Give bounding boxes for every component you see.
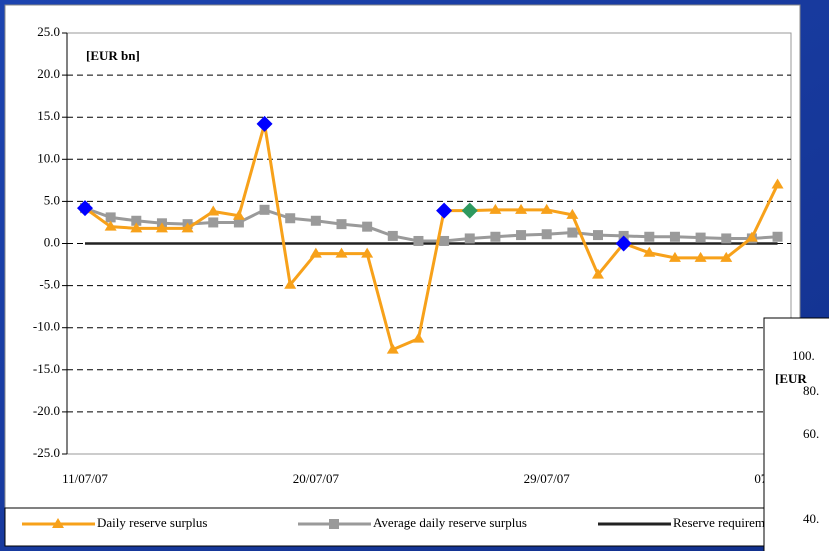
highlight-point (436, 202, 453, 219)
point (541, 229, 552, 240)
point (413, 235, 424, 246)
point (745, 231, 758, 242)
point (181, 222, 194, 233)
legend-label: Average daily reserve surplus (373, 515, 527, 530)
point (669, 231, 680, 242)
point (207, 205, 220, 216)
point (694, 251, 707, 262)
overlay-panel (763, 317, 829, 551)
point (104, 220, 117, 231)
point (131, 215, 142, 226)
legend (4, 507, 801, 547)
y-tick-label: -10.0 (33, 319, 60, 334)
point (593, 230, 603, 241)
overlay-tick-label: 80. (803, 383, 819, 398)
point (284, 278, 297, 289)
point (464, 233, 475, 244)
point (489, 203, 502, 214)
point (285, 213, 296, 224)
x-tick-label: 11/07/07 (62, 471, 108, 486)
highlight-point (256, 115, 273, 132)
point (643, 246, 656, 257)
point (335, 247, 348, 258)
legend-label: Reserve requirement (673, 515, 781, 530)
point (336, 219, 347, 230)
y-tick-label: 10.0 (37, 150, 60, 165)
point (362, 221, 373, 232)
point (644, 231, 655, 242)
point (771, 178, 784, 189)
y-tick-label: -25.0 (33, 445, 60, 460)
y-tick-label: 15.0 (37, 108, 60, 123)
y-tick-label: -5.0 (39, 277, 60, 292)
point (309, 247, 322, 258)
point (233, 217, 244, 228)
overlay-tick-label: 60. (803, 426, 819, 441)
y-tick-label: -20.0 (33, 403, 60, 418)
point (232, 209, 245, 220)
chart-panel (4, 4, 801, 547)
series-line (84, 206, 778, 243)
x-tick-label: 29/07/07 (524, 471, 571, 486)
overlay-unit: [EUR (775, 371, 807, 386)
point (439, 235, 450, 246)
y-tick-label: 20.0 (37, 66, 60, 81)
point (695, 232, 706, 243)
point (412, 332, 425, 343)
point (720, 251, 733, 262)
point (386, 343, 399, 354)
point (515, 203, 528, 214)
point (155, 222, 168, 233)
y-tick-label: 5.0 (44, 192, 60, 207)
point (387, 230, 398, 241)
point (490, 231, 501, 242)
point (668, 251, 681, 262)
point (540, 203, 553, 214)
point (567, 227, 578, 238)
y-tick-label: 0.0 (44, 234, 60, 249)
highlight-point (461, 202, 478, 219)
highlight-point (615, 235, 632, 252)
y-tick-label: -15.0 (33, 361, 60, 376)
point (130, 222, 143, 233)
point (772, 231, 783, 242)
point (516, 230, 527, 241)
point (721, 233, 732, 244)
highlight-point (77, 200, 93, 217)
legend-marker (52, 518, 64, 528)
overlay-tick-label: 100. (792, 348, 815, 363)
legend-label: Daily reserve surplus (97, 515, 207, 530)
point (259, 204, 270, 215)
overlay-tick-label: 40. (803, 511, 819, 526)
point (361, 247, 374, 258)
point (566, 208, 579, 219)
point (105, 212, 116, 223)
y-tick-label: 25.0 (37, 24, 60, 39)
point (592, 268, 604, 279)
point (208, 217, 219, 228)
legend-marker (329, 519, 339, 529)
x-tick-label: 20/07/07 (293, 471, 340, 486)
point (310, 215, 321, 226)
series-line (84, 123, 779, 352)
unit-label: [EUR bn] (86, 48, 140, 63)
